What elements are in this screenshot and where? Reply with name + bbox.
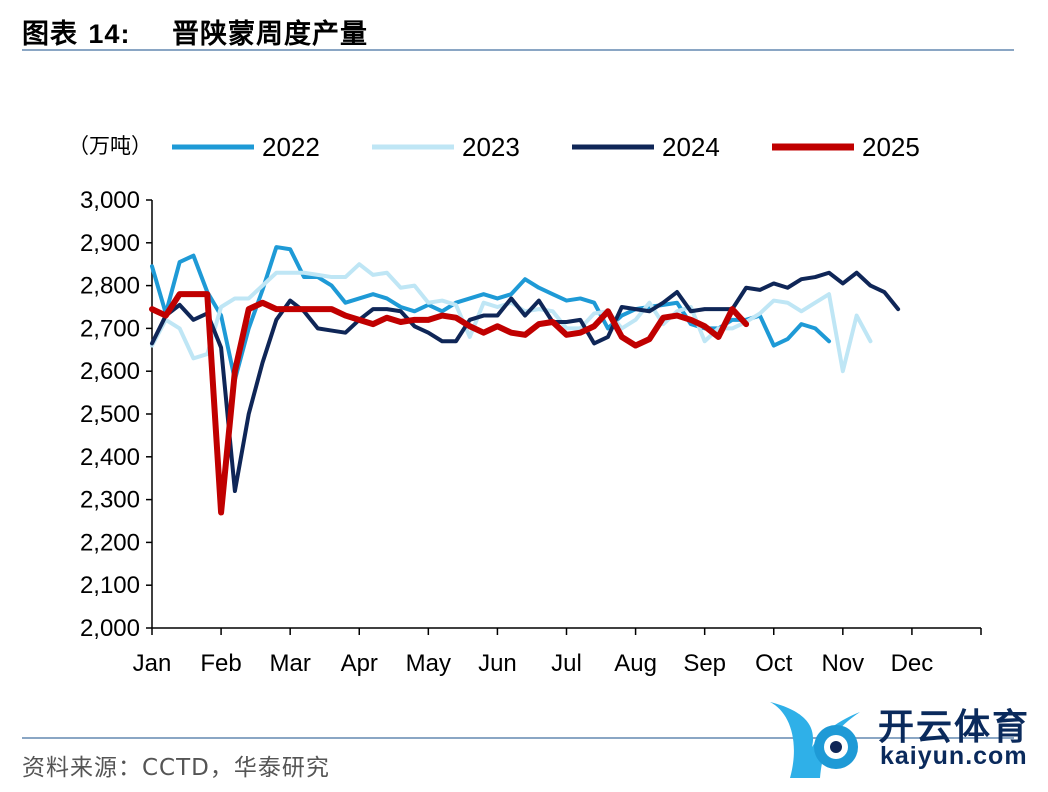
logo-text-en: kaiyun.com bbox=[880, 742, 1028, 770]
title-divider bbox=[22, 49, 1014, 51]
x-tick-label: Jul bbox=[551, 650, 582, 677]
x-tick-label: May bbox=[406, 650, 451, 677]
y-tick-label: 2,600 bbox=[80, 358, 140, 385]
y-tick-label: 2,800 bbox=[80, 273, 140, 300]
series-group bbox=[149, 245, 901, 516]
x-tick-label: Jan bbox=[133, 650, 172, 677]
x-tick-label: Nov bbox=[821, 650, 864, 677]
legend-label-2025: 2025 bbox=[862, 132, 920, 162]
x-tick-label: Oct bbox=[755, 650, 793, 677]
legend-label-2022: 2022 bbox=[262, 132, 320, 162]
figure-title: 图表 14: 晋陕蒙周度产量 bbox=[22, 12, 368, 51]
y-tick-label: 2,400 bbox=[80, 444, 140, 471]
logo-k-swoosh bbox=[770, 702, 860, 778]
series-line-2024 bbox=[150, 270, 901, 494]
y-tick-label: 2,300 bbox=[80, 487, 140, 514]
unit-label: （万吨） bbox=[68, 134, 152, 158]
series-line-2025 bbox=[149, 291, 750, 516]
legend-label-2023: 2023 bbox=[462, 132, 520, 162]
legend-label-2024: 2024 bbox=[662, 132, 720, 162]
y-tick-label: 2,700 bbox=[80, 315, 140, 342]
source-note: 资料来源：CCTD，华泰研究 bbox=[22, 755, 330, 781]
y-tick-label: 3,000 bbox=[80, 187, 140, 214]
x-tick-label: Aug bbox=[614, 650, 657, 677]
x-tick-label: Dec bbox=[891, 650, 934, 677]
y-tick-label: 2,200 bbox=[80, 529, 140, 556]
y-tick-label: 2,100 bbox=[80, 572, 140, 599]
figure-title-text: 晋陕蒙周度产量 bbox=[172, 19, 369, 50]
x-tick-label: Apr bbox=[341, 650, 378, 677]
logo-text-cn: 开云体育 bbox=[878, 707, 1031, 748]
footer-divider bbox=[22, 737, 1014, 739]
figure-label: 图表 bbox=[22, 19, 78, 50]
legend: 2022 2023 2024 2025 bbox=[172, 132, 920, 162]
y-tick-label: 2,500 bbox=[80, 401, 140, 428]
axes: 2,000 2,100 2,200 2,300 2,400 2,500 2,600 2,700… bbox=[80, 187, 982, 677]
x-tick-label: Jun bbox=[478, 650, 517, 677]
y-tick-label: 2,000 bbox=[80, 615, 140, 642]
kaiyun-logo bbox=[770, 702, 860, 778]
x-tick-label: Feb bbox=[200, 650, 241, 677]
x-tick-label: Mar bbox=[269, 650, 310, 677]
y-tick-label: 2,900 bbox=[80, 230, 140, 257]
x-tick-label: Sep bbox=[683, 650, 726, 677]
figure-number: 14: bbox=[88, 19, 131, 49]
series-line-2023 bbox=[150, 262, 873, 374]
